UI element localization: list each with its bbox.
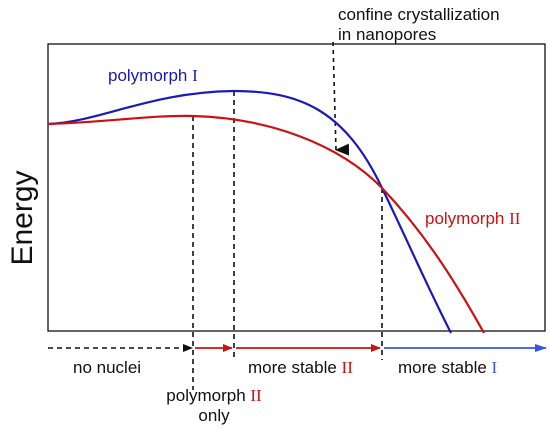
region-label-only: only — [198, 406, 230, 425]
annotation-arrow — [332, 41, 350, 156]
region-label-no-nuclei: no nuclei — [73, 358, 141, 377]
curve-polymorph-II — [47, 114, 485, 334]
region-label-more-stable-II: more stable II — [248, 358, 353, 377]
annotation-line-2: in nanopores — [338, 25, 436, 44]
curve-label-polymorph-II: polymorph II — [425, 209, 521, 228]
plot-frame — [47, 43, 546, 332]
region-label-polymorph-II-only: polymorph II — [166, 386, 262, 405]
curve-polymorph-I — [47, 89, 452, 334]
annotation-line-1: confine crystallization — [338, 5, 500, 24]
region-label-more-stable-I: more stable I — [398, 358, 498, 377]
curve-label-polymorph-I: polymorph I — [108, 66, 198, 85]
y-axis-label: Energy — [6, 170, 39, 265]
